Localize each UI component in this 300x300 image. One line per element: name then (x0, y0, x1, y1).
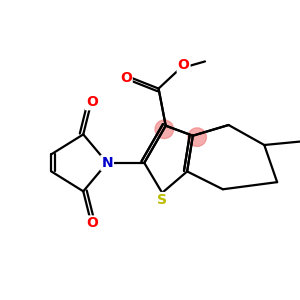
Text: O: O (86, 95, 98, 109)
Circle shape (155, 120, 174, 139)
Text: O: O (86, 217, 98, 230)
Text: O: O (120, 71, 132, 85)
Text: O: O (178, 58, 190, 72)
Circle shape (188, 128, 206, 146)
Text: N: N (101, 156, 113, 170)
Text: S: S (157, 193, 167, 207)
